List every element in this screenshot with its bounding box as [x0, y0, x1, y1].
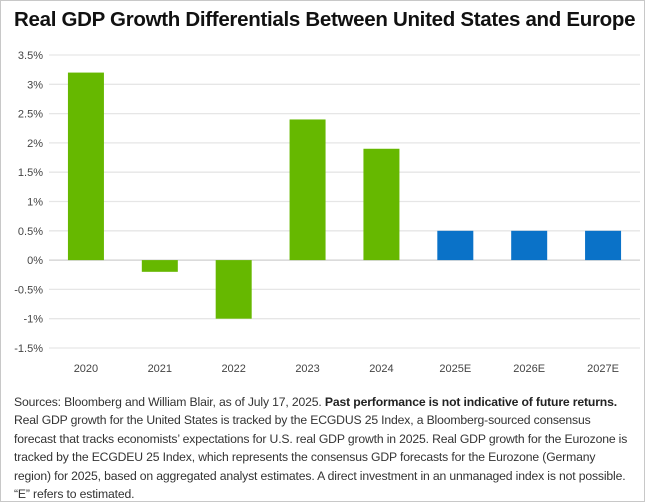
footnote-disclaimer: Past performance is not indicative of fu…: [324, 395, 617, 409]
y-tick-label: 2.5%: [18, 109, 43, 121]
bar-2020: [67, 72, 104, 261]
x-tick-label: 2026E: [513, 363, 545, 375]
x-tick-label: 2020: [74, 363, 98, 375]
bar-2026E: [511, 230, 548, 261]
x-tick-label: 2027E: [587, 363, 619, 375]
y-tick-label: 1.5%: [18, 167, 43, 179]
bar-2024: [363, 148, 400, 261]
y-tick-label: -1.5%: [14, 343, 43, 355]
bar-2023: [289, 119, 326, 261]
bar-chart: 3.5% 3% 2.5% 2% 1.5% 1% 0.5% 0% -0.5% -1% -1.5% 202…: [14, 50, 640, 375]
x-tick-label: 2021: [148, 363, 172, 375]
bar-2021: [141, 260, 178, 272]
footnote-body: Real GDP growth for the United States is…: [14, 413, 628, 502]
y-tick-label: 0%: [27, 255, 43, 267]
y-tick-label: 3%: [27, 79, 43, 91]
chart-title: Real GDP Growth Differentials Between Un…: [14, 8, 636, 31]
bar-2025E: [437, 230, 474, 261]
bar-2022: [215, 260, 252, 319]
x-tick-label: 2025E: [439, 363, 471, 375]
footnote-sources: Sources: Bloomberg and William Blair, as…: [14, 395, 325, 409]
bar-2027E: [585, 230, 622, 261]
y-tick-label: -1%: [23, 314, 43, 326]
y-tick-label: 3.5%: [18, 50, 43, 62]
x-tick-label: 2022: [221, 363, 245, 375]
x-tick-label: 2023: [295, 363, 319, 375]
y-tick-label: 1%: [27, 197, 43, 209]
x-tick-label: 2024: [369, 363, 393, 375]
y-tick-label: -0.5%: [14, 284, 43, 296]
y-tick-label: 0.5%: [18, 226, 43, 238]
footnote: Sources: Bloomberg and William Blair, as…: [14, 393, 629, 503]
y-tick-label: 2%: [27, 138, 43, 150]
